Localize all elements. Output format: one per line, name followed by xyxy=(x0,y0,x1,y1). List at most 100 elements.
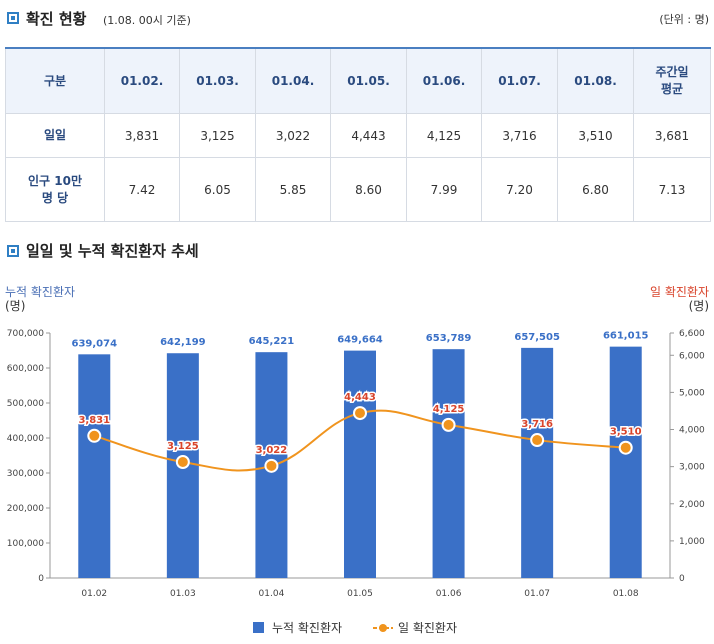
trend-chart: 0 100,000 200,000 300,000 400,000 500,000 600,… xyxy=(7,329,705,635)
x-tick-label: 01.04 xyxy=(259,589,285,599)
legend-swatch-cumulative xyxy=(253,622,264,633)
table-cell: 3,831 xyxy=(104,113,180,158)
table-row-daily: 일일 3,831 3,125 3,022 4,443 4,125 3,716 3… xyxy=(5,113,711,158)
table-row-per-100k: 인구 10만 명 당 7.42 6.05 5.85 8.60 7.99 7.20… xyxy=(5,157,711,222)
daily-cases-point xyxy=(618,440,633,455)
table-header-row: 구분 01.02. 01.03. 01.04. 01.05. 01.06. 01… xyxy=(5,47,711,114)
header-cell-date: 01.03. xyxy=(179,47,256,114)
x-tick-label: 01.03 xyxy=(170,589,196,599)
right-tick-label: 1,000 xyxy=(679,537,705,547)
right-axis-title: 일 확진환자 (명) xyxy=(650,285,709,313)
bar-value-label: 661,015 xyxy=(603,331,649,342)
table-cell: 4,125 xyxy=(406,113,482,158)
header-cell-category: 구분 xyxy=(5,47,105,114)
unit-label: (단위 : 명) xyxy=(659,13,709,26)
bar-cumulative xyxy=(521,347,554,578)
daily-cases-label: 4,125 xyxy=(433,404,465,415)
bar-value-label: 645,221 xyxy=(249,336,295,347)
table-cell: 3,510 xyxy=(557,113,634,158)
row-label-line2: 명 당 xyxy=(41,190,69,205)
right-tick-label: 2,000 xyxy=(679,500,705,510)
left-tick-label: 500,000 xyxy=(7,399,44,409)
left-tick-label: 200,000 xyxy=(7,504,44,514)
header-weekly-line1: 주간일 xyxy=(655,65,689,79)
section-title-trend: 일일 및 누적 확진환자 추세 xyxy=(26,242,199,260)
section-marker-icon xyxy=(7,12,19,24)
section-subtitle-basis: (1.08. 00시 기준) xyxy=(103,14,191,27)
bar-value-label: 642,199 xyxy=(160,337,206,348)
table-cell: 7.20 xyxy=(481,157,558,222)
x-tick-label: 01.05 xyxy=(347,589,373,599)
legend-label-cumulative: 누적 확진환자 xyxy=(272,621,342,635)
daily-cases-point xyxy=(441,417,456,432)
bar-value-label: 639,074 xyxy=(72,338,118,349)
header-weekly-line2: 평균 xyxy=(660,82,684,96)
x-tick-label: 01.02 xyxy=(81,589,107,599)
daily-cases-label: 3,125 xyxy=(167,441,199,452)
table-cell: 7.42 xyxy=(104,157,180,222)
bar-value-label: 653,789 xyxy=(426,333,472,344)
right-tick-label: 6,600 xyxy=(679,329,705,339)
header-cell-date: 01.06. xyxy=(406,47,482,114)
header-cell-date: 01.04. xyxy=(255,47,331,114)
left-tick-label: 600,000 xyxy=(7,364,44,374)
right-axis-title-line1: 일 확진환자 xyxy=(649,285,709,299)
bar-cumulative xyxy=(78,354,111,578)
table-cell: 3,022 xyxy=(255,113,331,158)
bar-value-label: 657,505 xyxy=(514,332,560,343)
row-label-daily: 일일 xyxy=(5,113,105,158)
table-cell: 8.60 xyxy=(330,157,407,222)
bar-cumulative xyxy=(432,349,465,578)
x-tick-label: 01.06 xyxy=(436,589,462,599)
daily-cases-label: 3,510 xyxy=(610,427,642,438)
left-tick-label: 400,000 xyxy=(7,434,44,444)
left-axis-title: 누적 확진환자 (명) xyxy=(5,285,75,313)
section-marker-icon xyxy=(7,245,19,257)
left-axis-title-line1: 누적 확진환자 xyxy=(5,285,76,299)
daily-cases-label: 4,443 xyxy=(344,392,376,403)
header-cell-date: 01.08. xyxy=(557,47,634,114)
daily-cases-label: 3,831 xyxy=(78,415,110,426)
table-cell: 7.13 xyxy=(633,157,711,222)
right-tick-label: 5,000 xyxy=(679,388,705,398)
left-tick-label: 700,000 xyxy=(7,329,44,339)
right-tick-label: 3,000 xyxy=(679,463,705,473)
daily-cases-point xyxy=(175,454,190,469)
left-tick-label: 100,000 xyxy=(7,539,44,549)
table-cell: 6.05 xyxy=(179,157,256,222)
right-axis-title-unit: (명) xyxy=(688,299,709,313)
row-label-per-100k: 인구 10만 명 당 xyxy=(5,157,105,222)
daily-cases-point xyxy=(353,406,367,421)
status-table: 구분 01.02. 01.03. 01.04. 01.05. 01.06. 01… xyxy=(5,47,711,222)
daily-cases-point xyxy=(530,433,545,448)
header-cell-date: 01.05. xyxy=(330,47,407,114)
table-cell: 5.85 xyxy=(255,157,331,222)
table-cell: 7.99 xyxy=(406,157,482,222)
table-cell: 3,716 xyxy=(481,113,558,158)
left-tick-label: 0 xyxy=(38,574,44,584)
bar-cumulative xyxy=(609,346,642,578)
daily-cases-point xyxy=(264,458,279,473)
bar-value-label: 649,664 xyxy=(337,335,383,346)
daily-cases-point xyxy=(87,428,102,443)
left-axis-title-unit: (명) xyxy=(5,299,26,313)
table-cell: 4,443 xyxy=(330,113,407,158)
x-tick-label: 01.08 xyxy=(613,589,639,599)
right-tick-label: 4,000 xyxy=(679,426,705,436)
daily-cases-label: 3,716 xyxy=(521,419,553,430)
table-cell: 3,125 xyxy=(179,113,256,158)
section-title-status: 확진 현황 xyxy=(26,10,87,28)
row-label-line1: 인구 10만 xyxy=(28,173,82,188)
right-tick-label: 0 xyxy=(679,574,685,584)
right-tick-label: 6,000 xyxy=(679,351,705,361)
left-tick-label: 300,000 xyxy=(7,469,44,479)
table-cell: 6.80 xyxy=(557,157,634,222)
legend-swatch-marker xyxy=(379,624,387,632)
header-cell-date: 01.02. xyxy=(104,47,180,114)
bar-cumulative xyxy=(344,350,376,578)
x-tick-label: 01.07 xyxy=(524,589,550,599)
header-cell-weekly-average: 주간일 평균 xyxy=(633,47,711,114)
daily-cases-label: 3,022 xyxy=(256,445,288,456)
table-cell: 3,681 xyxy=(633,113,711,158)
legend-label-daily: 일 확진환자 xyxy=(398,621,457,635)
